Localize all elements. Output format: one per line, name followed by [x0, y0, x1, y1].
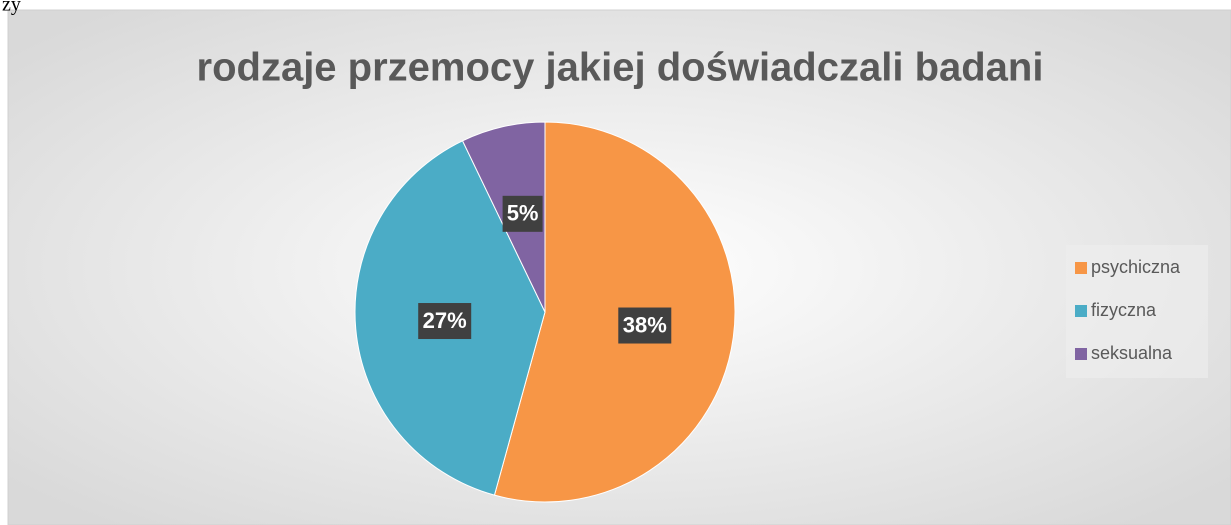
data-label: 38% — [623, 312, 667, 337]
legend-box — [1066, 245, 1208, 378]
data-label-box — [502, 195, 543, 232]
page-fragment: ży — [2, 0, 21, 16]
legend-swatch — [1075, 348, 1087, 360]
data-label: 27% — [423, 308, 467, 333]
legend-label: seksualna — [1091, 343, 1173, 363]
legend-swatch — [1075, 262, 1087, 274]
legend-swatch — [1075, 305, 1087, 317]
data-label-box — [418, 303, 472, 340]
legend-label: fizyczna — [1091, 300, 1157, 320]
legend-label: psychiczna — [1091, 257, 1181, 277]
pie-slice — [493, 121, 736, 503]
data-label-box — [618, 307, 672, 344]
data-label: 5% — [507, 201, 539, 226]
chart-title: rodzaje przemocy jakiej doświadczali bad… — [197, 46, 1044, 90]
